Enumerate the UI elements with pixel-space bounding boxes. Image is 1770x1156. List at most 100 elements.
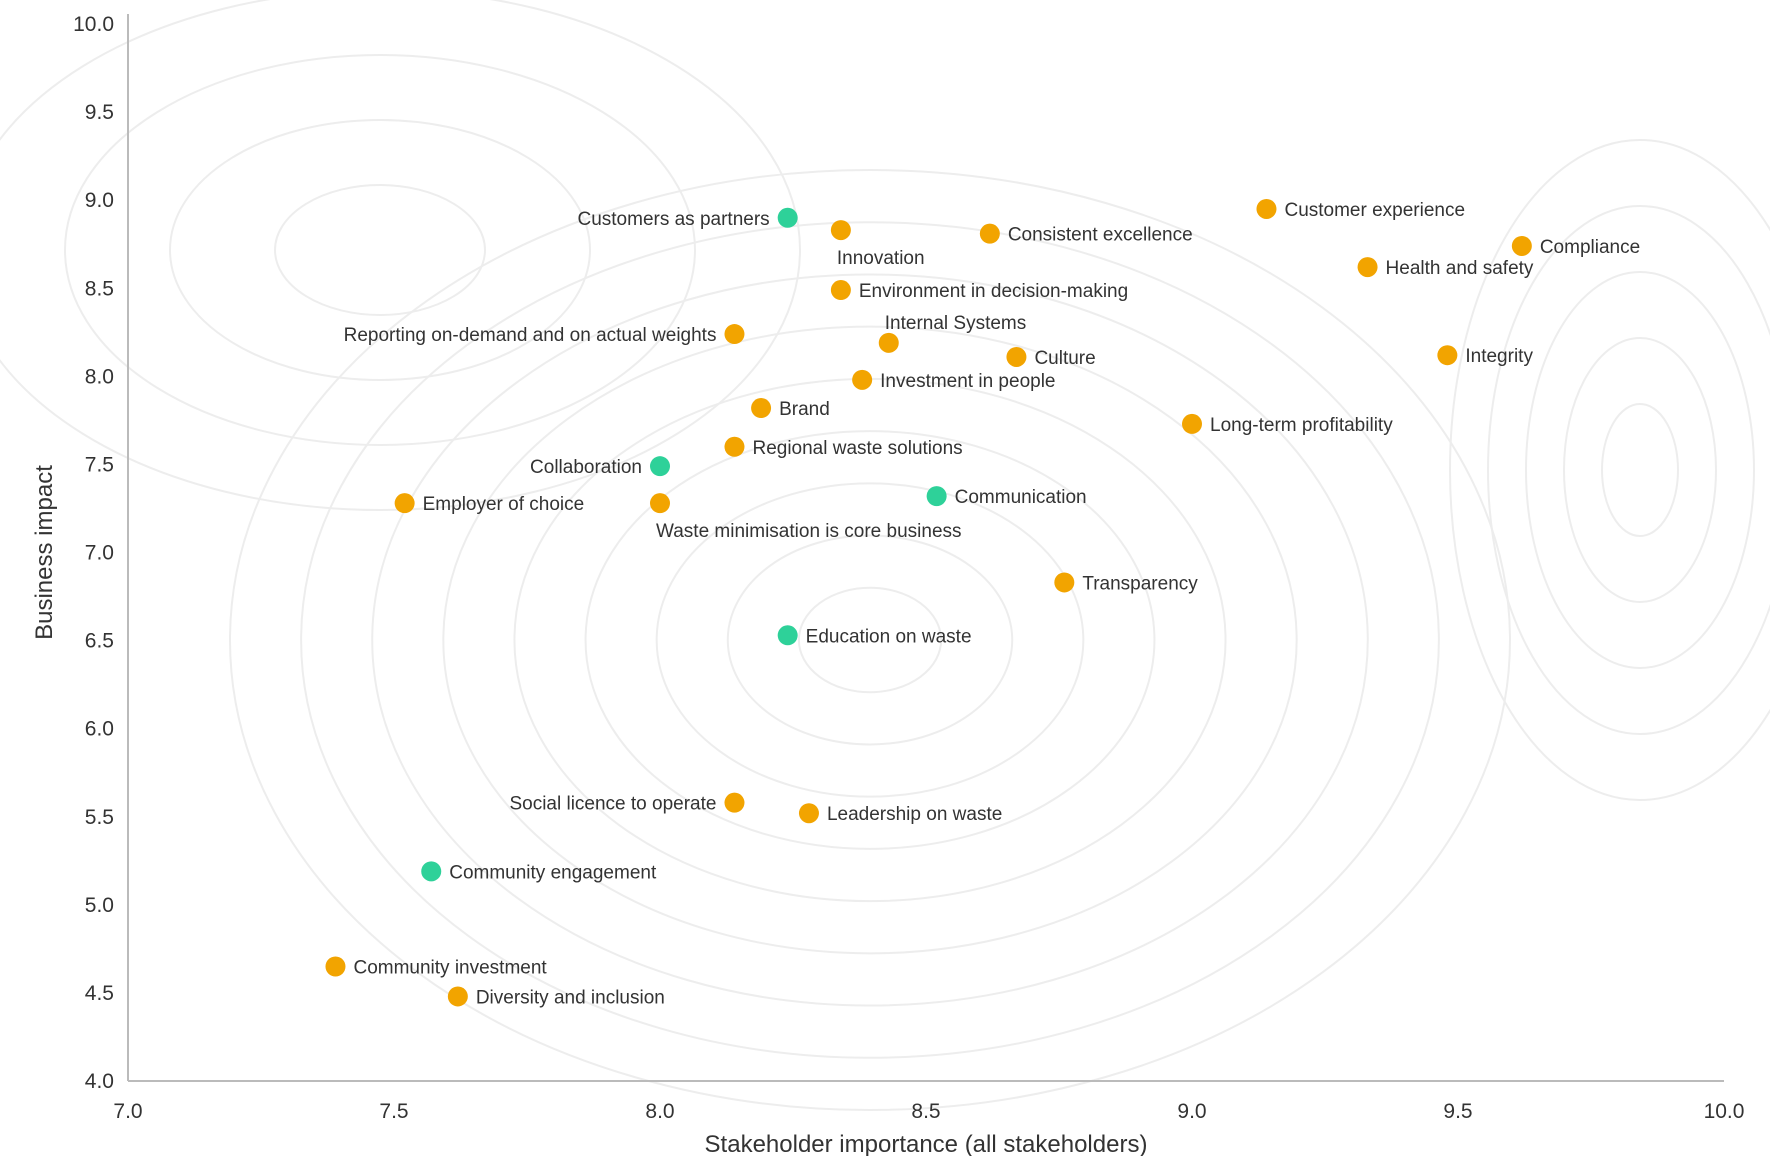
data-point-marker (777, 625, 798, 646)
data-point-marker (798, 803, 819, 824)
data-point-marker (325, 956, 346, 977)
data-point-group: Diversity and inclusion (447, 986, 665, 1008)
contour-ring-14 (274, 184, 486, 316)
data-point-label: Innovation (837, 248, 925, 269)
x-tick-label: 8.0 (645, 1100, 674, 1123)
data-point-label: Community investment (353, 957, 547, 978)
data-point-label: Compliance (1540, 237, 1640, 258)
data-point-marker (1256, 198, 1277, 219)
data-point-group: Brand (751, 398, 830, 420)
y-tick-label: 8.0 (85, 365, 114, 388)
contour-ring-5 (442, 325, 1298, 955)
data-point-label: Long-term profitability (1210, 415, 1393, 436)
x-tick-label: 7.5 (379, 1100, 408, 1123)
contour-ring-16 (64, 54, 696, 446)
data-point-marker (979, 223, 1000, 244)
data-point-label: Health and safety (1386, 258, 1534, 279)
data-point-label: Community engagement (449, 862, 657, 883)
contour-ring-6 (371, 273, 1369, 1007)
data-point-marker (447, 986, 468, 1007)
data-point-marker (830, 220, 851, 241)
data-point-group: Education on waste (777, 625, 972, 647)
x-tick-label: 9.0 (1177, 1100, 1206, 1123)
x-tick-label: 9.5 (1443, 1100, 1472, 1123)
data-point-label: Regional waste solutions (752, 438, 962, 459)
data-point-label: Employer of choice (423, 494, 585, 515)
contour-ring-2 (655, 482, 1085, 798)
data-point-label: Investment in people (880, 371, 1055, 392)
contour-ring-1 (726, 534, 1014, 746)
data-point-label: Customers as partners (577, 209, 769, 230)
y-tick-label: 4.0 (85, 1070, 114, 1093)
data-point-marker (1511, 235, 1532, 256)
y-tick-label: 9.0 (85, 189, 114, 212)
data-point-label: Culture (1034, 348, 1095, 369)
background-contour-pattern (0, 0, 1770, 1111)
data-point-marker (650, 493, 670, 514)
data-point-group: Reporting on-demand and on actual weight… (344, 324, 745, 346)
data-point-group: Transparency (1054, 572, 1198, 594)
x-axis-title: Stakeholder importance (all stakeholders… (705, 1131, 1148, 1156)
data-point-group: Consistent excellence (979, 223, 1193, 246)
data-point-label: Integrity (1465, 346, 1533, 367)
data-point-label: Environment in decision-making (859, 281, 1128, 302)
data-point-group: Customer experience (1256, 198, 1465, 221)
data-point-label: Customer experience (1284, 200, 1465, 221)
data-point-marker (751, 398, 772, 419)
data-point-group: Community engagement (421, 861, 657, 883)
data-point-label: Consistent excellence (1008, 225, 1193, 246)
y-tick-label: 10.0 (73, 13, 114, 36)
data-point-label: Communication (955, 487, 1087, 508)
y-axis-title: Business impact (31, 465, 58, 640)
x-tick-label: 7.0 (113, 1100, 142, 1123)
x-axis-ticks: 7.0 7.5 8.0 8.5 9.0 9.5 10.0 (113, 1100, 1744, 1123)
contour-ring-7 (300, 221, 1440, 1059)
contour-ring-3 (584, 430, 1156, 850)
data-point-group: Compliance (1511, 235, 1640, 258)
data-point-label: Social licence to operate (509, 794, 716, 815)
contour-ring-13 (1449, 139, 1770, 801)
data-point-group: Environment in decision-making (830, 280, 1128, 302)
contour-ring-8 (229, 169, 1511, 1111)
data-point-group: Health and safety (1357, 257, 1534, 279)
data-point-label: Education on waste (806, 626, 972, 647)
data-point-group: Leadership on waste (798, 803, 1002, 825)
data-point-label: Waste minimisation is core business (656, 521, 962, 542)
data-point-marker (1437, 345, 1458, 366)
data-point-marker (394, 493, 415, 514)
data-point-marker (724, 792, 745, 813)
data-point-group: Community investment (325, 956, 547, 978)
contour-ring-12 (1487, 205, 1770, 735)
data-point-label: Diversity and inclusion (476, 987, 665, 1008)
data-point-group: Internal Systems (878, 313, 1027, 353)
data-point-group: Integrity (1437, 345, 1533, 367)
y-tick-label: 6.0 (85, 718, 114, 741)
contour-ring-0 (797, 586, 943, 694)
y-tick-label: 7.0 (85, 542, 114, 565)
contour-ring-17 (0, 0, 801, 511)
data-point-marker (1182, 413, 1202, 434)
data-point-group: Culture (1006, 346, 1096, 369)
data-point-label: Transparency (1082, 573, 1198, 594)
data-point-group: Long-term profitability (1182, 413, 1393, 436)
y-tick-label: 9.5 (85, 101, 114, 124)
y-tick-label: 5.0 (85, 894, 114, 917)
data-point-marker (724, 436, 745, 457)
y-axis-ticks: 4.0 4.5 5.0 5.5 6.0 6.5 7.0 7.5 8.0 8.5 9.0 9.5 10.0 (73, 13, 114, 1093)
data-point-label: Collaboration (530, 457, 642, 478)
contour-ring-10 (1563, 337, 1717, 603)
contour-ring-11 (1525, 271, 1755, 669)
data-point-group: Customers as partners (577, 207, 798, 230)
data-point-marker (724, 324, 745, 345)
data-point-marker (650, 456, 670, 477)
data-point-group: Regional waste solutions (724, 436, 963, 459)
y-tick-label: 5.5 (85, 806, 114, 829)
data-point-label: Internal Systems (885, 313, 1027, 334)
y-tick-label: 6.5 (85, 630, 114, 653)
x-tick-label: 10.0 (1704, 1100, 1745, 1123)
data-point-group: Social licence to operate (509, 792, 745, 815)
data-points: Customers as partners Innovation Consisten… (325, 198, 1640, 1008)
data-point-marker (878, 332, 899, 353)
contour-ring-9 (1601, 403, 1679, 537)
data-point-marker (1357, 257, 1378, 278)
